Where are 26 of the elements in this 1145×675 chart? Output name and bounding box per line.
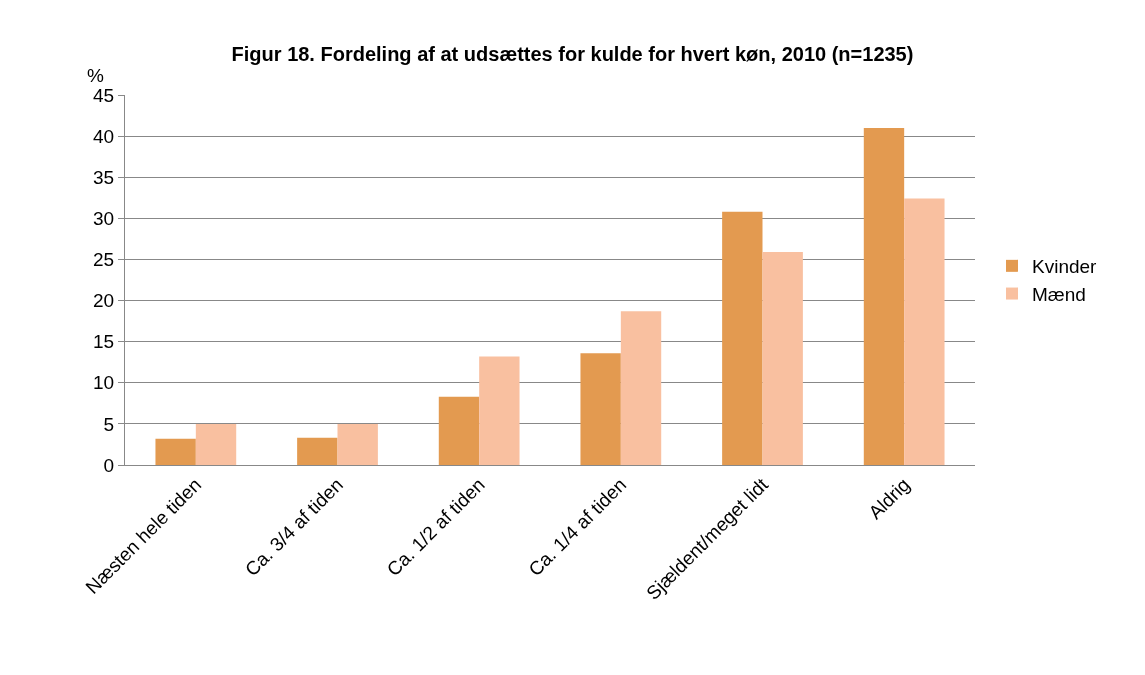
y-axis-title: % (87, 65, 104, 86)
y-tick-label: 10 (93, 372, 115, 394)
y-tick-label: 40 (93, 125, 115, 147)
bar (195, 423, 237, 465)
y-tick-label: 15 (93, 331, 115, 353)
bar (762, 252, 803, 465)
bar (722, 211, 763, 465)
y-tick-label: 20 (93, 290, 115, 312)
bar (297, 437, 338, 465)
chart-title: Figur 18. Fordeling af at udsættes for kulde for hvert køn, 2010 (n=1235) (231, 43, 914, 66)
y-tick-label: 35 (93, 166, 115, 188)
y-tick-label: 5 (103, 413, 115, 435)
bar (438, 396, 480, 465)
y-tick-label: 30 (93, 207, 115, 229)
bar (580, 353, 621, 465)
bar (904, 198, 945, 465)
y-tick-label: 0 (103, 454, 115, 476)
bar (620, 311, 662, 465)
legend-label: Kvinder (1032, 256, 1098, 278)
bar (863, 127, 905, 465)
legend-label: Mænd (1032, 283, 1086, 305)
bar (479, 356, 520, 465)
y-tick-label: 25 (93, 249, 115, 271)
bar (337, 423, 378, 465)
bar (155, 438, 196, 465)
y-tick-label: 45 (93, 84, 115, 106)
